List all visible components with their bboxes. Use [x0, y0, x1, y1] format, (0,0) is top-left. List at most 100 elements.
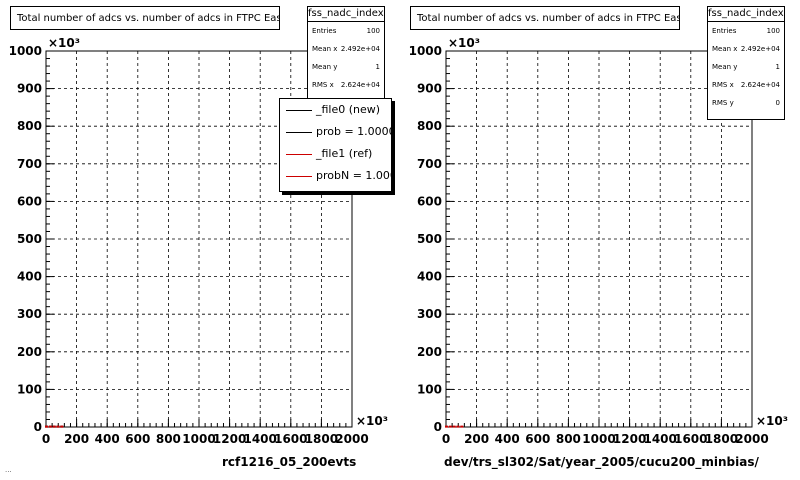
- y-tick-label: 800: [417, 119, 442, 133]
- x-tick-label: 1600: [674, 432, 707, 446]
- stats-name: fss_nadc_index1: [308, 7, 384, 22]
- x-tick-label: 800: [556, 432, 581, 446]
- y-tick-label: 200: [17, 345, 42, 359]
- x-tick-label: 1400: [243, 432, 276, 446]
- legend-label: _file0 (new): [316, 103, 381, 116]
- x-tick-label: 2000: [735, 432, 768, 446]
- data-point: [52, 425, 56, 428]
- y-tick-label: 700: [417, 157, 442, 171]
- y-tick-label: 400: [17, 270, 42, 284]
- stats-value: 1: [775, 63, 780, 71]
- data-point: [460, 425, 464, 428]
- stats-label: Entries: [312, 27, 337, 35]
- x-tick-label: 400: [495, 432, 520, 446]
- stats-label: Entries: [712, 27, 737, 35]
- stats-value: 0: [775, 99, 780, 107]
- stats-label: Mean x: [712, 45, 738, 53]
- stats-box: fss_nadc_index1 Entries 100 Mean x 2.492…: [707, 6, 785, 120]
- x-exponent-label: ×10³: [356, 414, 388, 428]
- y-tick-label: 500: [17, 232, 42, 246]
- stats-value: 2.624e+04: [340, 81, 380, 89]
- plot-area-right: 0 200 400 600 800 100012001400160018002000010…: [409, 36, 788, 446]
- x-tick-label: 2000: [335, 432, 368, 446]
- y-tick-label: 400: [417, 270, 442, 284]
- histogram-pad-left: 0 200 400 600 800 1000 1200 1400 1600 1800 2000 0 10…: [9, 6, 392, 469]
- legend-entry: _file1 (ref): [280, 143, 391, 165]
- data-point: [60, 425, 64, 428]
- stats-row: Mean x 2.492e+04: [308, 40, 384, 58]
- data-point: [445, 425, 448, 428]
- stats-row: RMS y 0: [708, 94, 784, 112]
- stats-value: 2.492e+04: [340, 45, 380, 53]
- data-point: [456, 425, 460, 428]
- legend-entry: probN = 1.000000: [280, 165, 391, 187]
- y-tick-label: 600: [17, 194, 42, 208]
- data-point: [56, 425, 60, 428]
- legend-label: prob = 1.000000: [316, 125, 391, 138]
- run-label: dev/trs_sl302/Sat/year_2005/cucu200_minb…: [444, 455, 759, 469]
- data-point: [448, 425, 452, 428]
- stats-row: Mean x 2.492e+04: [708, 40, 784, 58]
- y-tick-label: 600: [417, 194, 442, 208]
- x-tick-label: 0: [442, 432, 450, 446]
- stats-row: Entries 100: [708, 22, 784, 40]
- legend-entry: prob = 1.000000: [280, 121, 391, 143]
- data-point: [45, 425, 48, 428]
- legend-box: _file0 (new) prob = 1.000000 _file1 (ref…: [279, 98, 392, 192]
- stats-label: RMS y: [712, 99, 734, 107]
- stats-value: 2.624e+04: [740, 81, 780, 89]
- y-tick-label: 900: [17, 82, 42, 96]
- stats-row: Mean y 1: [708, 58, 784, 76]
- y-exponent-label: ×10³: [48, 36, 80, 50]
- stats-label: RMS x: [312, 81, 334, 89]
- x-tick-label: 200: [464, 432, 489, 446]
- x-tick-label: 200: [64, 432, 89, 446]
- x-tick-label: 1000: [582, 432, 615, 446]
- legend-label: _file1 (ref): [316, 147, 373, 160]
- y-tick-label: 100: [417, 382, 442, 396]
- x-tick-label: 800: [156, 432, 181, 446]
- y-tick-label: 1000: [9, 44, 42, 58]
- y-tick-label: 200: [417, 345, 442, 359]
- stats-value: 2.492e+04: [740, 45, 780, 53]
- stats-row: RMS x 2.624e+04: [708, 76, 784, 94]
- y-tick-label: 700: [17, 157, 42, 171]
- stats-row: Mean y 1: [308, 58, 384, 76]
- y-tick-label: 300: [17, 307, 42, 321]
- histogram-pad-right: 0 200 400 600 800 1000 1200 1400 1600 1800 2000 0 10…: [400, 0, 800, 480]
- y-tick-label: 900: [417, 82, 442, 96]
- y-tick-label: 300: [417, 307, 442, 321]
- legend-line: [286, 132, 312, 133]
- plot-title: Total number of adcs vs. number of adcs …: [10, 6, 280, 30]
- y-tick-label: 100: [17, 382, 42, 396]
- x-exponent-label: ×10³: [756, 414, 788, 428]
- stats-label: RMS x: [712, 81, 734, 89]
- x-tick-label: 1200: [213, 432, 246, 446]
- legend-label: probN = 1.000000: [316, 169, 391, 182]
- y-tick-label: 0: [434, 420, 442, 434]
- plot-title: Total number of adcs vs. number of adcs …: [410, 6, 680, 30]
- stats-row: Entries 100: [308, 22, 384, 40]
- x-tick-label: 1400: [643, 432, 676, 446]
- stats-name: fss_nadc_index1: [708, 7, 784, 22]
- legend-line: [286, 176, 312, 177]
- x-tick-label: 400: [95, 432, 120, 446]
- legend-line: [286, 154, 312, 155]
- stats-box: fss_nadc_index1 Entries 100 Mean x 2.492…: [307, 6, 385, 102]
- legend-entry: _file0 (new): [280, 99, 391, 121]
- x-tick-label: 1600: [274, 432, 307, 446]
- x-tick-label: 1800: [305, 432, 338, 446]
- run-label: rcf1216_05_200evts: [222, 455, 357, 469]
- x-tick-label: 1800: [705, 432, 738, 446]
- stats-value: 100: [366, 27, 380, 35]
- stats-value: 100: [766, 27, 780, 35]
- x-tick-label: 600: [525, 432, 550, 446]
- stats-label: Mean y: [312, 63, 338, 71]
- x-tick-label: 0: [42, 432, 50, 446]
- legend-line: [286, 110, 312, 111]
- footer-text: ...: [5, 466, 12, 474]
- y-tick-label: 0: [34, 420, 42, 434]
- x-tick-label: 1200: [613, 432, 646, 446]
- y-tick-label: 500: [417, 232, 442, 246]
